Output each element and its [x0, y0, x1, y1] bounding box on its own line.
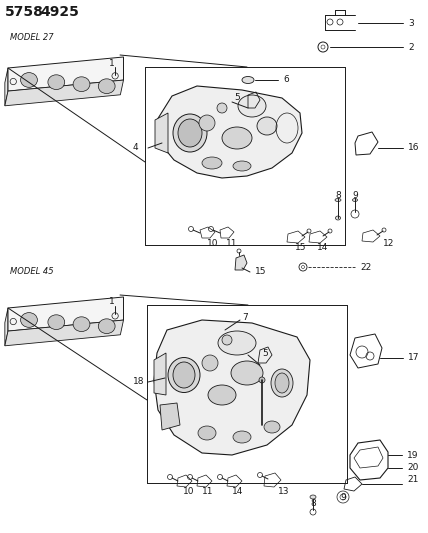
Ellipse shape — [353, 198, 357, 201]
Ellipse shape — [48, 75, 65, 90]
Ellipse shape — [275, 373, 289, 393]
Text: 9: 9 — [352, 190, 358, 199]
Text: 2: 2 — [408, 43, 413, 52]
Ellipse shape — [218, 331, 256, 355]
Text: 13: 13 — [278, 488, 289, 497]
Text: 19: 19 — [407, 450, 419, 459]
Ellipse shape — [198, 426, 216, 440]
Ellipse shape — [335, 198, 341, 201]
Text: MODEL 45: MODEL 45 — [10, 268, 54, 277]
Ellipse shape — [168, 358, 200, 392]
Text: 18: 18 — [133, 377, 145, 386]
Ellipse shape — [238, 95, 266, 117]
Polygon shape — [8, 57, 124, 91]
Ellipse shape — [310, 495, 316, 499]
Text: 20: 20 — [407, 464, 419, 472]
Ellipse shape — [264, 421, 280, 433]
Text: 5: 5 — [234, 93, 240, 102]
Ellipse shape — [222, 127, 252, 149]
Ellipse shape — [73, 317, 90, 332]
Ellipse shape — [21, 313, 37, 327]
Polygon shape — [5, 308, 8, 346]
Circle shape — [340, 494, 346, 500]
Text: 1: 1 — [109, 59, 115, 68]
Circle shape — [199, 115, 215, 131]
Ellipse shape — [173, 114, 207, 152]
Polygon shape — [154, 353, 166, 395]
Circle shape — [202, 355, 218, 371]
Text: 4: 4 — [133, 143, 139, 152]
Text: 1: 1 — [109, 297, 115, 306]
Ellipse shape — [48, 315, 65, 329]
Text: 16: 16 — [408, 143, 419, 152]
Ellipse shape — [257, 117, 277, 135]
Text: 14: 14 — [232, 488, 244, 497]
Ellipse shape — [173, 362, 195, 388]
Text: 22: 22 — [360, 262, 371, 271]
Text: 3: 3 — [408, 19, 414, 28]
Polygon shape — [157, 86, 302, 178]
Text: 11: 11 — [202, 488, 214, 497]
Text: 6: 6 — [283, 76, 289, 85]
Text: 12: 12 — [383, 239, 394, 248]
Ellipse shape — [98, 79, 115, 94]
Text: 11: 11 — [226, 239, 238, 248]
Text: 9: 9 — [340, 492, 346, 502]
Text: 14: 14 — [317, 244, 328, 253]
Text: 8: 8 — [335, 190, 341, 199]
Polygon shape — [160, 403, 180, 430]
Polygon shape — [155, 113, 168, 153]
Ellipse shape — [271, 369, 293, 397]
Text: 10: 10 — [183, 488, 194, 497]
Ellipse shape — [336, 216, 341, 220]
Ellipse shape — [233, 431, 251, 443]
Text: 15: 15 — [255, 268, 267, 277]
Text: 5: 5 — [262, 349, 268, 358]
Polygon shape — [235, 255, 247, 270]
Text: 15: 15 — [295, 244, 306, 253]
Ellipse shape — [242, 77, 254, 84]
Ellipse shape — [208, 385, 236, 405]
Circle shape — [222, 335, 232, 345]
Ellipse shape — [231, 361, 263, 385]
Polygon shape — [5, 68, 8, 106]
Ellipse shape — [202, 157, 222, 169]
Text: 10: 10 — [207, 239, 219, 248]
Ellipse shape — [259, 377, 265, 383]
Polygon shape — [5, 80, 124, 106]
Polygon shape — [154, 320, 310, 455]
Text: 17: 17 — [408, 353, 419, 362]
Polygon shape — [8, 297, 124, 331]
Text: 4925: 4925 — [40, 5, 79, 19]
Text: MODEL 27: MODEL 27 — [10, 34, 54, 43]
Text: 8: 8 — [310, 499, 316, 508]
Text: 21: 21 — [407, 475, 419, 484]
Circle shape — [217, 103, 227, 113]
Ellipse shape — [21, 72, 37, 87]
Ellipse shape — [178, 119, 202, 147]
Ellipse shape — [98, 319, 115, 334]
Text: 5758: 5758 — [5, 5, 44, 19]
Polygon shape — [5, 320, 124, 346]
Ellipse shape — [73, 77, 90, 92]
Ellipse shape — [233, 161, 251, 171]
Text: 7: 7 — [242, 313, 248, 322]
